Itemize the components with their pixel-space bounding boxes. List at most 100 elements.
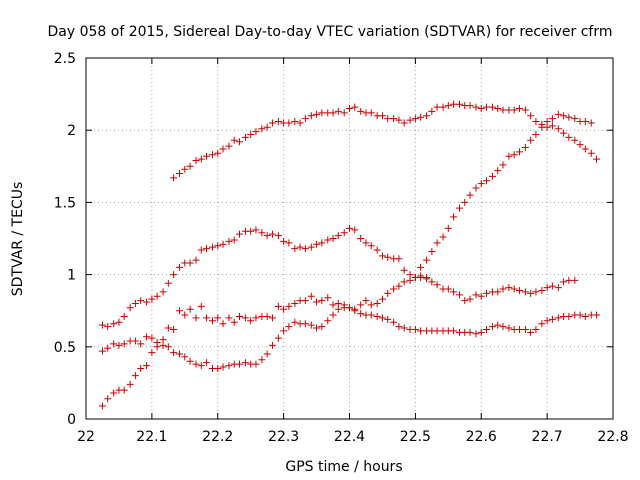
data-point bbox=[230, 236, 238, 244]
data-point bbox=[285, 119, 293, 127]
y-tick-label: 2 bbox=[67, 123, 76, 139]
data-point bbox=[334, 299, 342, 307]
data-point bbox=[258, 356, 266, 364]
data-point bbox=[247, 227, 255, 235]
data-point bbox=[203, 359, 211, 367]
data-point bbox=[329, 301, 337, 309]
data-point bbox=[444, 224, 452, 232]
data-point bbox=[378, 252, 386, 260]
data-point bbox=[390, 318, 398, 326]
data-point bbox=[367, 301, 375, 309]
data-point bbox=[235, 360, 243, 368]
data-point bbox=[521, 288, 529, 296]
data-point bbox=[192, 314, 200, 322]
data-point bbox=[268, 341, 276, 349]
data-point bbox=[219, 363, 227, 371]
data-point bbox=[186, 162, 194, 170]
data-point bbox=[417, 327, 425, 335]
data-point bbox=[247, 131, 255, 139]
data-point bbox=[450, 100, 458, 108]
data-point bbox=[258, 125, 266, 133]
data-point bbox=[548, 282, 556, 290]
data-point bbox=[433, 239, 441, 247]
data-point bbox=[576, 311, 584, 319]
data-point bbox=[313, 110, 321, 118]
data-point bbox=[143, 362, 151, 370]
data-point bbox=[230, 318, 238, 326]
y-tick-label: 1 bbox=[67, 268, 76, 284]
data-point bbox=[235, 230, 243, 238]
x-tick-label: 22.4 bbox=[334, 429, 365, 445]
data-point bbox=[126, 304, 134, 312]
data-point bbox=[548, 115, 556, 123]
data-point bbox=[148, 334, 156, 342]
data-point bbox=[131, 299, 139, 307]
data-point bbox=[494, 167, 502, 175]
data-point bbox=[472, 330, 480, 338]
data-point bbox=[499, 106, 507, 114]
x-tick-label: 22.1 bbox=[136, 429, 167, 445]
data-point bbox=[203, 152, 211, 160]
data-point bbox=[329, 235, 337, 242]
data-point bbox=[477, 180, 485, 188]
data-point bbox=[120, 386, 128, 394]
data-point bbox=[565, 276, 573, 284]
data-point bbox=[423, 256, 431, 264]
data-point bbox=[494, 321, 502, 329]
data-point bbox=[318, 297, 326, 305]
data-point bbox=[581, 145, 589, 153]
data-point bbox=[390, 285, 398, 293]
data-point bbox=[543, 317, 551, 325]
data-point bbox=[186, 357, 194, 365]
data-point bbox=[367, 109, 375, 117]
x-tick-label: 22.8 bbox=[597, 429, 628, 445]
data-point bbox=[318, 239, 326, 247]
data-point bbox=[280, 237, 288, 245]
data-point bbox=[219, 240, 227, 248]
data-point bbox=[313, 324, 321, 332]
data-point bbox=[104, 323, 112, 331]
data-point bbox=[527, 328, 535, 336]
data-point bbox=[357, 310, 365, 318]
data-point bbox=[263, 232, 271, 240]
data-point bbox=[494, 105, 502, 113]
data-point bbox=[181, 353, 189, 361]
data-point bbox=[384, 315, 392, 323]
data-point bbox=[307, 243, 315, 251]
data-point bbox=[400, 278, 408, 286]
data-point bbox=[115, 318, 123, 326]
data-point bbox=[411, 115, 419, 123]
data-point bbox=[472, 291, 480, 299]
data-point bbox=[456, 291, 464, 299]
data-point bbox=[186, 259, 194, 267]
data-point bbox=[538, 320, 546, 328]
data-point bbox=[307, 321, 315, 329]
data-point bbox=[170, 349, 178, 357]
data-point bbox=[176, 170, 184, 178]
data-point bbox=[176, 307, 184, 315]
data-point bbox=[554, 125, 562, 133]
data-point bbox=[378, 314, 386, 322]
data-point bbox=[219, 320, 227, 328]
data-point bbox=[400, 266, 408, 274]
data-point bbox=[373, 246, 381, 254]
data-point bbox=[214, 314, 222, 322]
data-point bbox=[291, 118, 299, 126]
data-point bbox=[527, 112, 535, 120]
data-point bbox=[395, 255, 403, 263]
data-point bbox=[268, 119, 276, 127]
data-point bbox=[247, 317, 255, 325]
data-point bbox=[252, 314, 260, 322]
data-point bbox=[351, 305, 359, 313]
data-point bbox=[515, 148, 523, 156]
data-point bbox=[477, 292, 485, 300]
data-point bbox=[334, 107, 342, 115]
data-point bbox=[313, 240, 321, 248]
data-point bbox=[543, 118, 551, 126]
data-point bbox=[225, 142, 233, 150]
data-point bbox=[235, 138, 243, 146]
data-point bbox=[499, 285, 507, 293]
data-point bbox=[515, 325, 523, 333]
x-tick-label: 22 bbox=[77, 429, 95, 445]
